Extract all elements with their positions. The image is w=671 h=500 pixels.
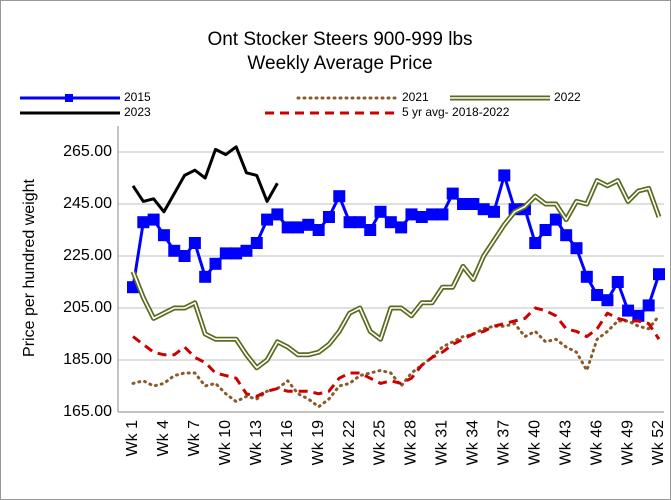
series-marker [436,208,449,221]
series-marker [178,250,191,262]
series-marker [529,237,542,249]
x-tick-label: Wk 22 [341,420,358,465]
series-marker [374,205,387,218]
y-axis-label: Price per hundred weight [21,179,38,357]
series-marker [250,237,263,249]
x-tick-label: Wk 28 [403,420,420,465]
series-marker [446,187,459,200]
series-marker [343,216,356,229]
series-marker [240,244,253,257]
x-tick-label: Wk 25 [372,420,389,465]
series-marker [271,208,284,221]
series-marker [591,289,604,301]
x-tick-label: Wk 40 [526,420,543,465]
y-tick-label: 185.00 [63,351,112,368]
x-tick-label: Wk 1 [124,420,141,457]
series-marker [364,224,377,236]
legend-label: 2023 [124,105,151,119]
x-tick-label: Wk 16 [279,420,296,465]
series-marker [632,309,645,322]
chart-title: Ont Stocker Steers 900-999 lbs [207,29,472,50]
x-tick-label: Wk 37 [496,420,513,465]
series-marker [487,205,500,218]
series-marker [302,218,315,231]
series-marker [230,247,243,260]
series-marker [580,270,593,283]
x-tick-label: Wk 7 [186,420,203,457]
legend-label: 5 yr avg- 2018-2022 [402,105,510,119]
series-marker [384,216,397,229]
series-marker [498,169,511,182]
legend-label: 2021 [402,90,429,104]
series-marker [333,190,346,203]
series-marker [467,198,480,210]
y-tick-label: 165.00 [63,403,112,420]
series-marker [457,198,470,210]
series-marker [395,221,408,234]
x-tick-label: Wk 19 [310,420,327,465]
series-marker [292,221,305,234]
series-marker [137,216,150,229]
x-tick-label: Wk 31 [434,420,451,465]
series-line [132,306,661,398]
x-tick-label: Wk 13 [248,420,265,465]
series-marker [312,224,325,236]
y-tick-label: 245.00 [63,195,112,212]
series-marker [611,276,624,288]
series-marker [426,208,439,221]
legend-label: 2022 [554,90,581,104]
y-tick-label: 225.00 [63,247,112,264]
series-marker [219,247,232,260]
series-marker [209,257,222,270]
series-marker [353,216,366,229]
series-line-inner [132,179,660,369]
chart-subtitle: Weekly Average Price [247,53,432,74]
series-marker [405,208,418,221]
series-marker [281,221,294,234]
series-marker [622,304,635,317]
series-marker [653,268,665,281]
x-tick-label: Wk 43 [557,420,574,465]
series-line [131,145,279,214]
series-marker [560,229,573,242]
y-tick-label: 265.00 [63,143,112,160]
series-marker [322,211,335,223]
series-marker [199,270,212,283]
series-marker [601,294,614,307]
series-marker [147,213,160,226]
series-marker [539,224,552,236]
x-tick-label: Wk 52 [650,420,667,465]
legend-marker [65,94,73,102]
series-marker [415,211,428,223]
series-marker [157,229,170,242]
legend-label: 2015 [124,90,151,104]
series-marker [570,242,583,255]
x-tick-label: Wk 49 [619,420,636,465]
series-marker [168,244,181,257]
series-marker [549,213,562,226]
x-tick-label: Wk 34 [465,420,482,465]
series-marker [477,203,490,216]
y-tick-label: 205.00 [63,299,112,316]
x-tick-label: Wk 4 [155,420,172,457]
x-tick-label: Wk 10 [217,420,234,465]
series-marker [261,213,274,226]
series-marker [188,237,201,249]
x-tick-label: Wk 46 [588,420,605,465]
series-line [131,314,661,409]
series-marker [642,299,655,312]
